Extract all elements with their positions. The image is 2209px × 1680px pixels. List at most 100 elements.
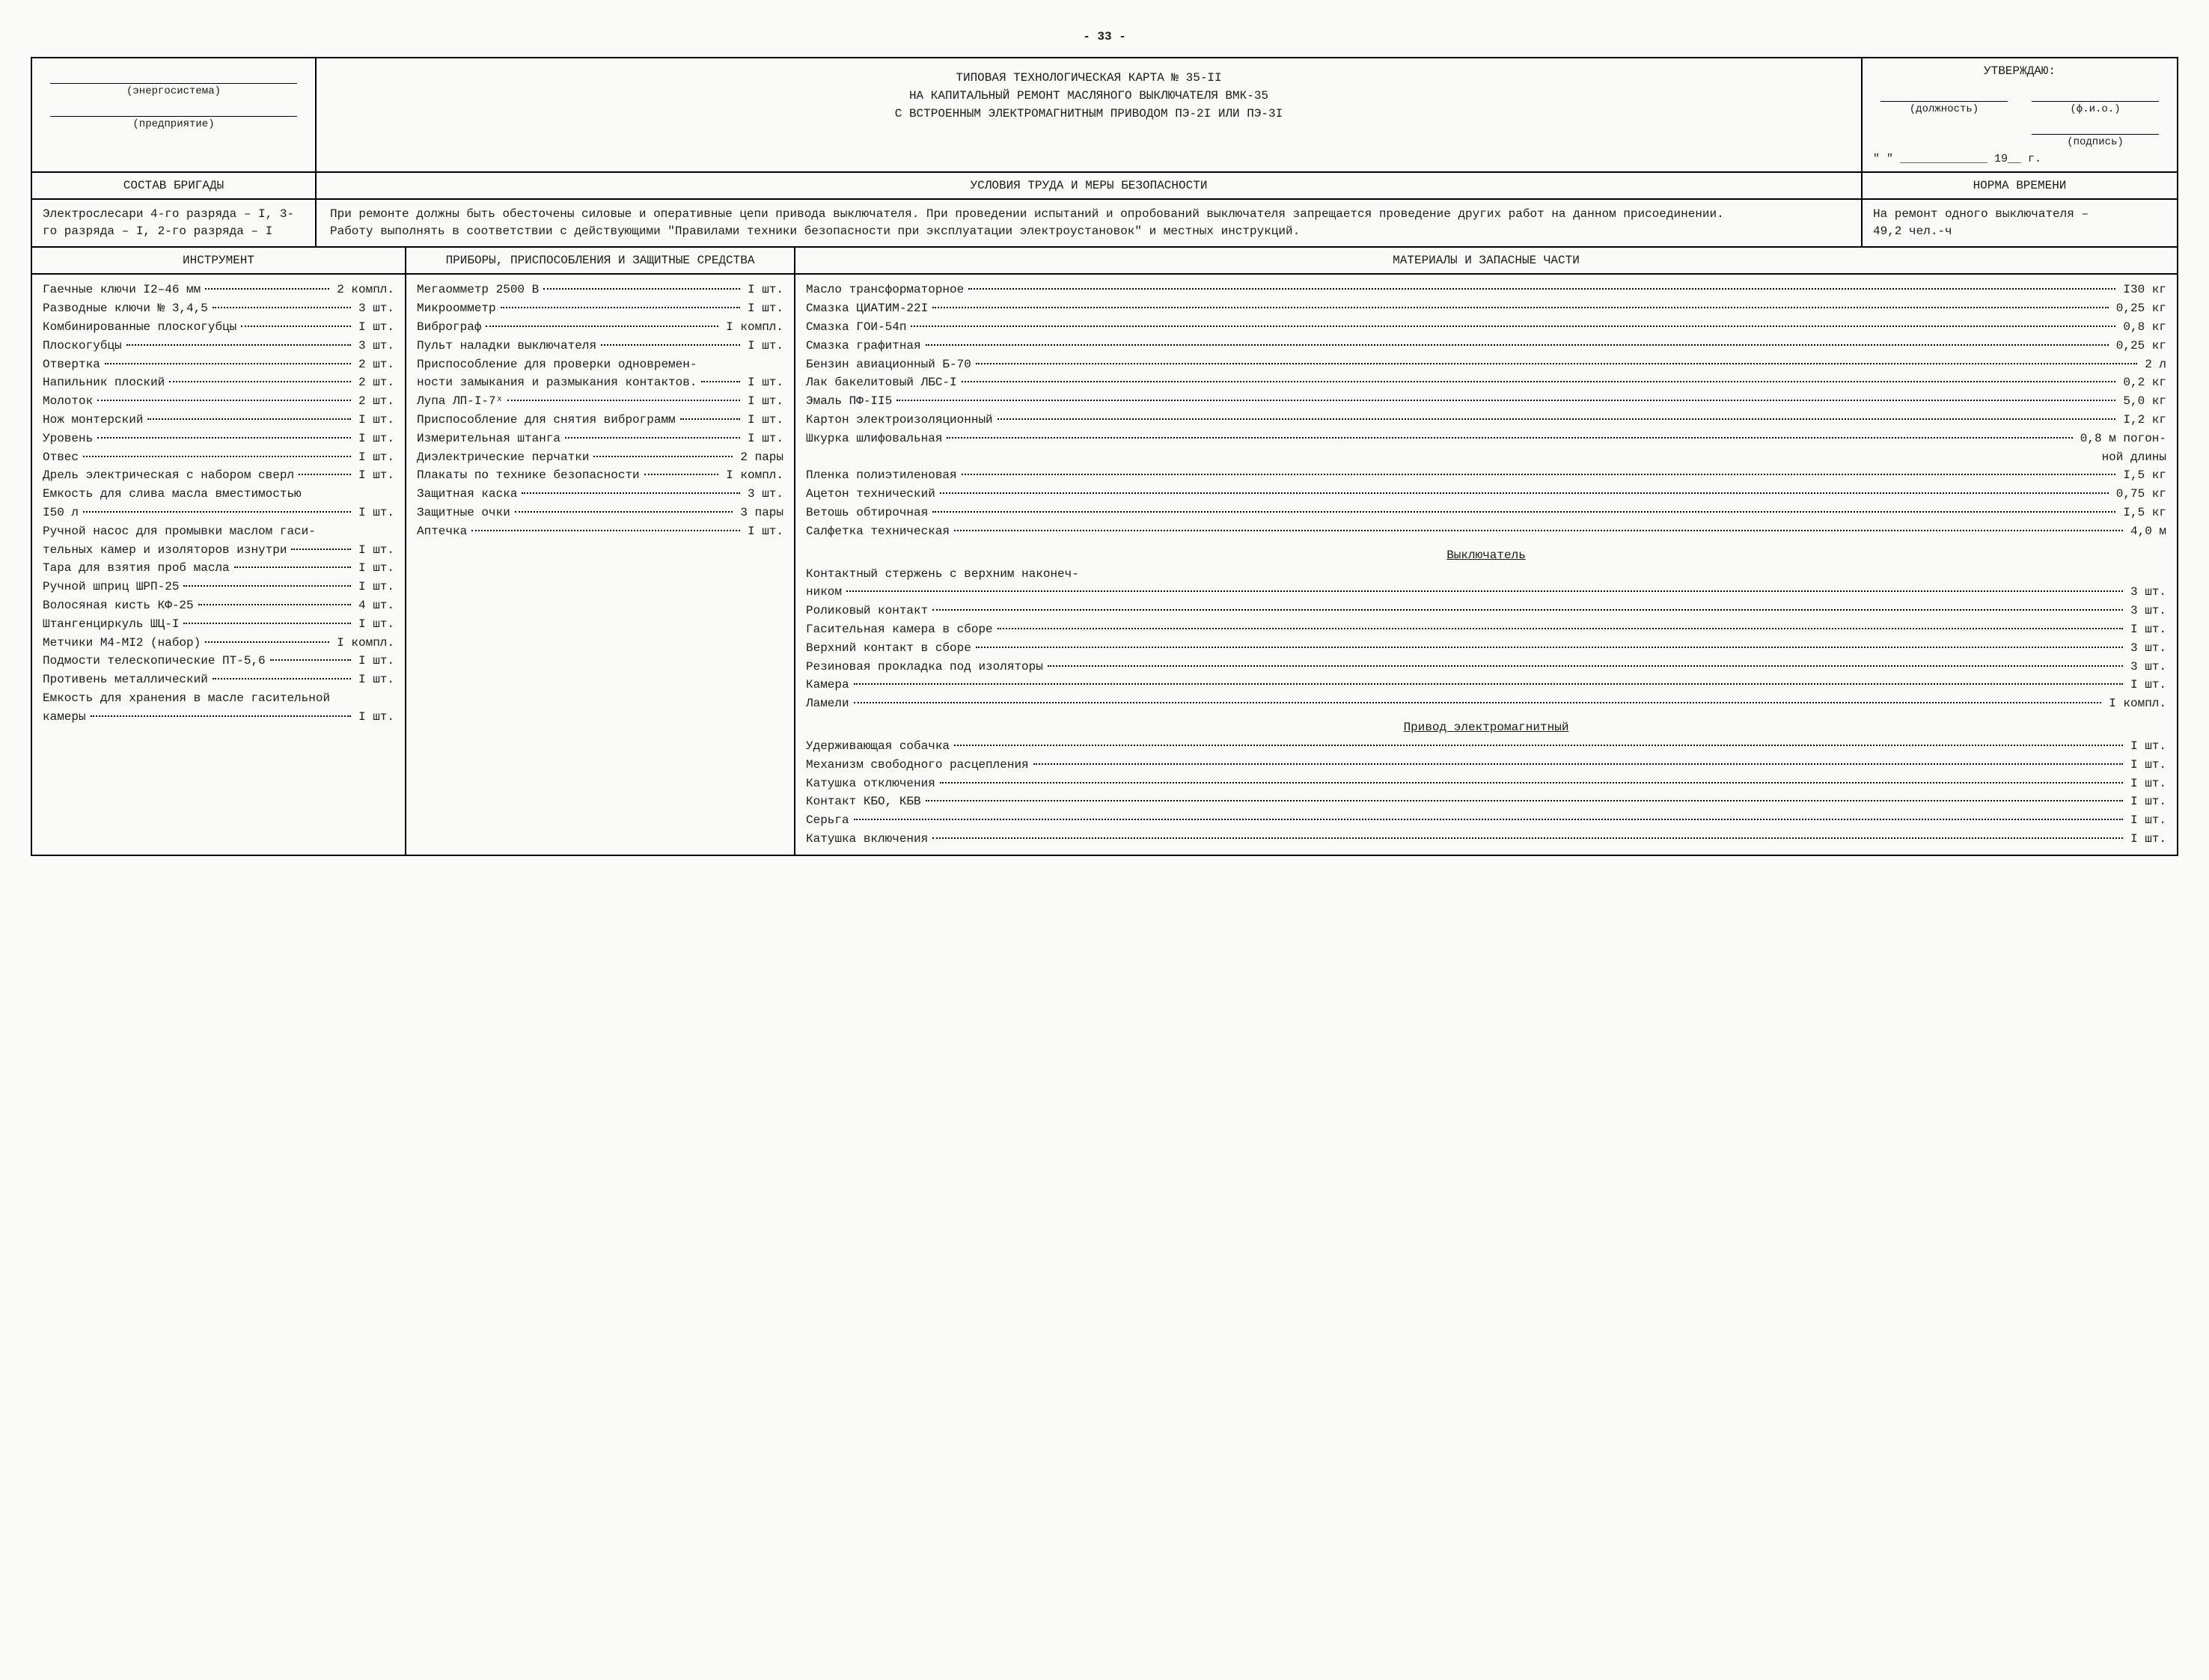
- item-label: Смазка ЦИАТИМ-22I: [806, 299, 928, 318]
- item-qty: 2 л: [2142, 355, 2166, 374]
- item-label: Ручной шприц ШРП-25: [43, 578, 179, 596]
- item-dots: [854, 683, 2123, 685]
- norm-line-2: 49,2 чел.-ч: [1873, 223, 2166, 240]
- lists-content-row: Гаечные ключи I2–46 мм2 компл.Разводные …: [32, 275, 2177, 854]
- list-item: I50 лI шт.: [43, 504, 394, 522]
- list-item: СерьгаI шт.: [806, 811, 2166, 830]
- item-qty: I шт.: [745, 392, 783, 411]
- mid-header-row: СОСТАВ БРИГАДЫ УСЛОВИЯ ТРУДА И МЕРЫ БЕЗО…: [32, 173, 2177, 200]
- item-qty: 0,2 кг: [2120, 373, 2166, 392]
- item-qty: I шт.: [355, 318, 394, 337]
- item-label: Емкость для слива масла вместимостью: [43, 485, 302, 504]
- materials-header: МАТЕРИАЛЫ И ЗАПАСНЫЕ ЧАСТИ: [795, 248, 2177, 273]
- item-dots: [896, 400, 2115, 401]
- item-dots: [97, 437, 351, 439]
- item-label: Ацетон технический: [806, 485, 935, 504]
- item-qty: I шт.: [2127, 830, 2166, 849]
- instruments-header: ИНСТРУМЕНТ: [32, 248, 406, 273]
- item-dots: [932, 511, 2115, 513]
- item-qty: 3 шт.: [355, 299, 394, 318]
- list-item: Тара для взятия проб масла I шт.: [43, 559, 394, 578]
- item-label: Ручной насос для промывки маслом гаси-: [43, 522, 316, 541]
- item-label: Противень металлический: [43, 671, 208, 689]
- team-content: Электрослесари 4-го разряда – I, 3-го ра…: [32, 200, 317, 246]
- item-dots: [854, 819, 2123, 820]
- item-label: Комбинированные плоскогубцы: [43, 318, 236, 337]
- item-label: Тара для взятия проб масла: [43, 559, 230, 578]
- item-dots: [940, 782, 2123, 784]
- item-dots: [183, 585, 351, 587]
- item-qty: 3 шт.: [2127, 583, 2166, 602]
- item-qty: I шт.: [745, 281, 783, 299]
- list-item: Нож монтерскийI шт.: [43, 411, 394, 430]
- item-label: Диэлектрические перчатки: [417, 448, 589, 467]
- item-dots: [126, 344, 351, 346]
- item-qty: I,2 кг: [2120, 411, 2166, 430]
- list-item: Смазка ГОИ-54п0,8 кг: [806, 318, 2166, 337]
- list-item: Разводные ключи № 3,4,53 шт.: [43, 299, 394, 318]
- list-item: Гаечные ключи I2–46 мм2 компл.: [43, 281, 394, 299]
- item-qty: I шт.: [355, 708, 394, 727]
- page: - 33 - (энергосистема) (предприятие) ТИП…: [31, 30, 2178, 856]
- devices-header: ПРИБОРЫ, ПРИСПОСОБЛЕНИЯ И ЗАЩИТНЫЕ СРЕДС…: [406, 248, 795, 273]
- item-qty: 2 шт.: [355, 392, 394, 411]
- item-qty: I30 кг: [2120, 281, 2166, 299]
- item-qty: I шт.: [355, 559, 394, 578]
- norm-header: НОРМА ВРЕМЕНИ: [1863, 173, 2177, 198]
- item-qty: 3 шт.: [2127, 639, 2166, 658]
- item-label: Пульт наладки выключателя: [417, 337, 596, 355]
- mid-content-row: Электрослесари 4-го разряда – I, 3-го ра…: [32, 200, 2177, 248]
- item-qty: I компл.: [2106, 694, 2166, 713]
- item-label: Бензин авиационный Б-70: [806, 355, 971, 374]
- item-label: Емкость для хранения в масле гасительной: [43, 689, 330, 708]
- list-item: Удерживающая собачка I шт.: [806, 737, 2166, 756]
- item-dots: [270, 659, 351, 661]
- item-label: Картон электроизоляционный: [806, 411, 993, 430]
- org-line-2: [50, 102, 297, 117]
- item-label: Гаечные ключи I2–46 мм: [43, 281, 201, 299]
- norm-line-1: На ремонт одного выключателя –: [1873, 206, 2166, 223]
- list-item: Салфетка техническая4,0 м: [806, 522, 2166, 541]
- item-qty: I шт.: [355, 504, 394, 522]
- item-label: Дрель электрическая с набором сверл: [43, 466, 294, 485]
- item-qty: I шт.: [2127, 676, 2166, 694]
- item-qty: I,5 кг: [2120, 504, 2166, 522]
- sign-line: [2032, 120, 2159, 135]
- item-label: камеры: [43, 708, 86, 727]
- item-dots: [962, 474, 2116, 475]
- item-qty: I шт.: [355, 671, 394, 689]
- list-item: Волосяная кисть КФ-254 шт.: [43, 596, 394, 615]
- item-label: Метчики М4-МI2 (набор): [43, 634, 201, 653]
- item-qty: I шт.: [2127, 737, 2166, 756]
- list-item: Плоскогубцы3 шт.: [43, 337, 394, 355]
- item-qty: I шт.: [355, 430, 394, 448]
- item-label: Защитные очки: [417, 504, 510, 522]
- item-label: Контакт КБО, КБВ: [806, 792, 921, 811]
- list-item: Противень металлический I шт.: [43, 671, 394, 689]
- item-dots: [213, 678, 351, 679]
- item-qty: 2 пары: [737, 448, 783, 467]
- item-label: Мегаомметр 2500 В: [417, 281, 539, 299]
- list-item: Механизм свободного расцепленияI шт.: [806, 756, 2166, 775]
- list-item: Шкурка шлифовальная0,8 м погон-: [806, 430, 2166, 448]
- approve-header: УТВЕРЖДАЮ:: [1873, 64, 2166, 78]
- title-cell: ТИПОВАЯ ТЕХНОЛОГИЧЕСКАЯ КАРТА № 35-II НА…: [317, 58, 1863, 171]
- item-qty: I шт.: [2127, 811, 2166, 830]
- item-label: Ветошь обтирочная: [806, 504, 928, 522]
- org-line-1: [50, 69, 297, 84]
- list-item: ником3 шт.: [806, 583, 2166, 602]
- item-label: Удерживающая собачка: [806, 737, 950, 756]
- item-dots: [593, 456, 733, 457]
- item-label: Салфетка техническая: [806, 522, 950, 541]
- list-item: Контактный стержень с верхним наконеч-: [806, 565, 2166, 584]
- item-label: Механизм свободного расцепления: [806, 756, 1029, 775]
- item-dots: [854, 702, 2102, 703]
- item-label: Ламели: [806, 694, 849, 713]
- instruments-list: Гаечные ключи I2–46 мм2 компл.Разводные …: [32, 275, 406, 854]
- item-qty: 3 шт.: [355, 337, 394, 355]
- item-dots: [183, 623, 351, 624]
- list-item: Лак бакелитовый ЛБС-I0,2 кг: [806, 373, 2166, 392]
- item-label: Защитная каска: [417, 485, 517, 504]
- item-dots: [205, 641, 329, 643]
- list-item: Метчики М4-МI2 (набор)I компл.: [43, 634, 394, 653]
